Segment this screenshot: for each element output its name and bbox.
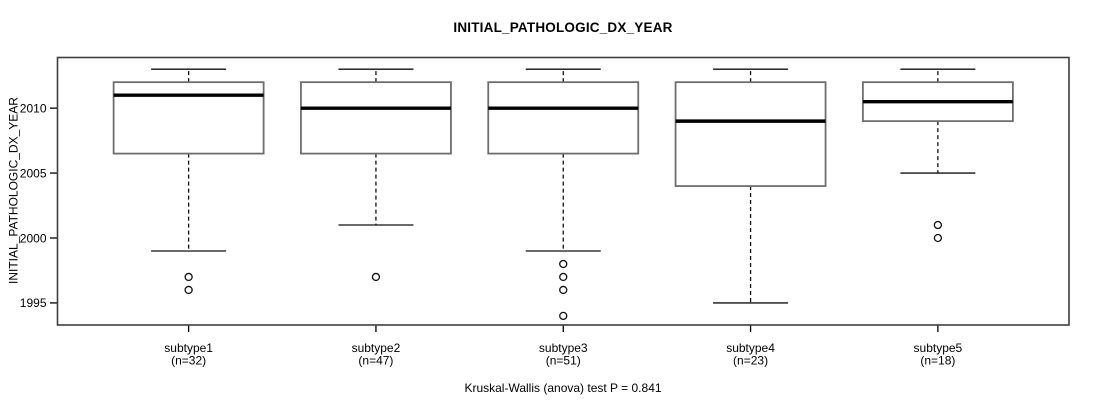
plot-frame — [56, 56, 1070, 326]
box-iqr — [112, 81, 265, 155]
x-category-label: subtype5 — [914, 341, 963, 355]
y-tick-label: 1995 — [20, 296, 47, 310]
x-count-label: (n=51) — [546, 354, 581, 368]
outlier-point — [559, 311, 568, 321]
stat-annotation: Kruskal-Wallis (anova) test P = 0.841 — [464, 381, 662, 395]
outlier-point — [559, 272, 568, 282]
box-group-subtype4 — [674, 68, 827, 304]
box-iqr — [487, 81, 640, 155]
outlier-point — [371, 272, 381, 282]
x-count-label: (n=47) — [358, 354, 393, 368]
x-category-label: subtype1 — [164, 341, 213, 355]
outlier-point — [559, 285, 568, 295]
outlier-point — [933, 233, 943, 243]
box-iqr — [674, 81, 827, 187]
y-tick-label: 2000 — [20, 231, 47, 245]
x-category-label: subtype2 — [352, 341, 401, 355]
x-count-label: (n=23) — [733, 354, 768, 368]
x-count-label: (n=18) — [920, 354, 955, 368]
box-group-subtype1 — [112, 68, 265, 295]
box-iqr — [300, 81, 452, 155]
x-count-label: (n=32) — [171, 354, 206, 368]
x-category-label: subtype4 — [726, 341, 775, 355]
box-group-subtype3 — [487, 68, 640, 321]
box-group-subtype2 — [300, 68, 452, 282]
chart-title: INITIAL_PATHOLOGIC_DX_YEAR — [453, 20, 673, 35]
y-tick-label: 2005 — [20, 166, 47, 180]
box-group-subtype5 — [861, 68, 1014, 243]
outlier-point — [184, 272, 193, 282]
x-category-label: subtype3 — [539, 341, 588, 355]
outlier-point — [184, 285, 193, 295]
y-tick-label: 2010 — [20, 101, 47, 115]
outlier-point — [933, 220, 943, 230]
outlier-point — [559, 259, 568, 269]
